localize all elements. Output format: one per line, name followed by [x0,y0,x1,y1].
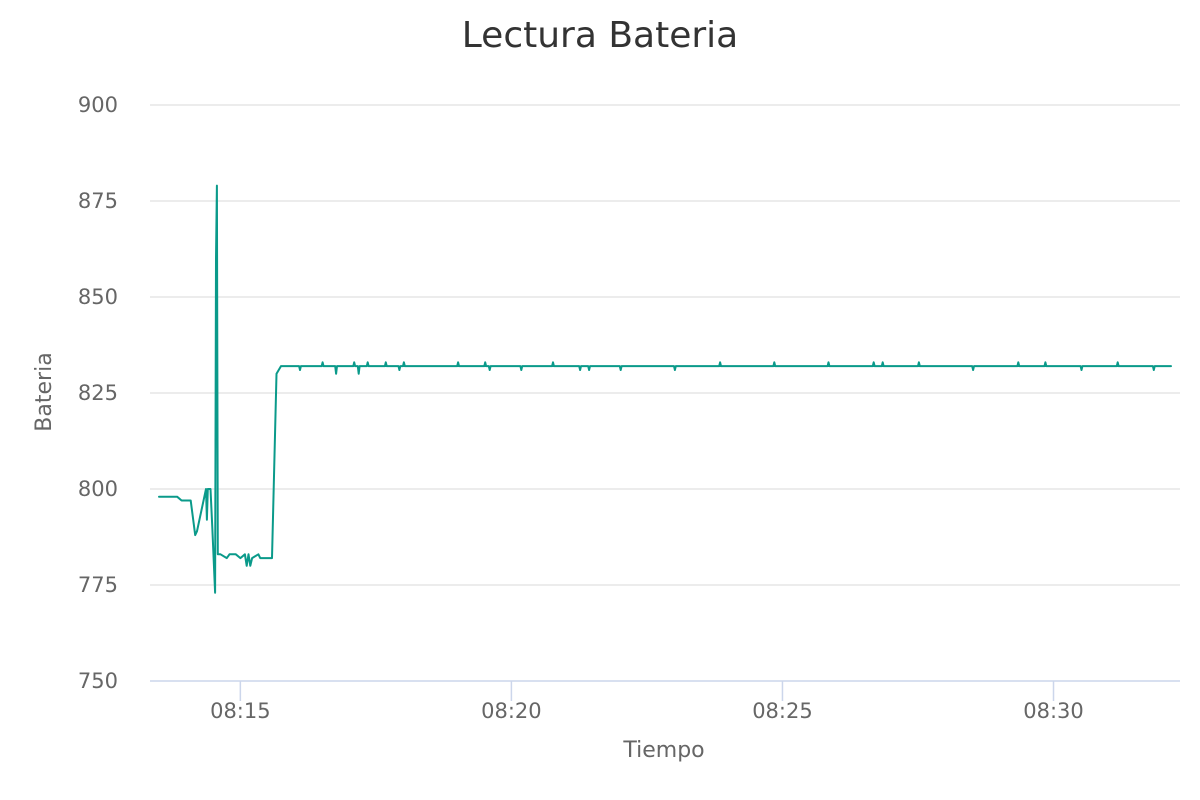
series-line [158,184,1172,594]
y-tick-label: 775 [78,573,118,597]
y-tick-label: 825 [78,381,118,405]
y-tick-label: 750 [78,669,118,693]
y-axis-title: Bateria [32,352,57,431]
y-tick-label: 850 [78,285,118,309]
x-axis-title: Tiempo [622,738,704,763]
x-tick-label: 08:15 [210,699,271,723]
grid-lines [150,104,1180,586]
y-tick-label: 900 [78,93,118,117]
series-layer [158,184,1172,594]
x-tick-label: 08:30 [1023,699,1084,723]
y-tick-label: 800 [78,477,118,501]
y-tick-labels: 750 775 800 825 850 875 900 [78,93,118,693]
x-tick-label: 08:20 [481,699,542,723]
x-tick-label: 08:25 [752,699,813,723]
y-tick-label: 875 [78,189,118,213]
chart-title: Lectura Bateria [462,15,739,56]
x-axis [150,680,1180,701]
x-tick-labels: 08:15 08:20 08:25 08:30 [210,699,1084,723]
